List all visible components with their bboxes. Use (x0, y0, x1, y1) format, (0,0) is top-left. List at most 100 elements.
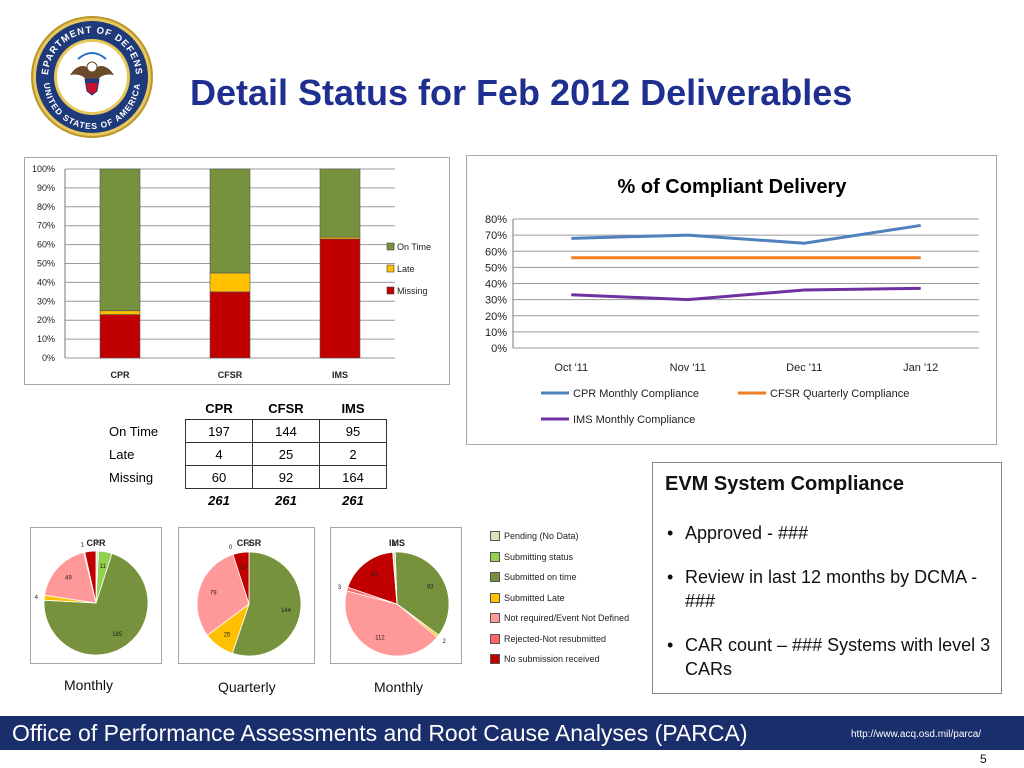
pie-slice (344, 590, 438, 657)
legend-swatch (490, 572, 500, 583)
y-tick-label: 10% (485, 327, 507, 339)
footer-url-link[interactable]: http://www.acq.osd.mil/parca/ (851, 729, 982, 740)
total-cpr: 261 (208, 492, 230, 508)
legend-label: Missing (397, 286, 428, 296)
y-tick-label: 40% (485, 279, 507, 291)
legend-item: Pending (No Data) (490, 526, 660, 547)
pie-slice (392, 551, 398, 605)
pie-data-label: 1 (81, 543, 85, 549)
pie-data-label: 185 (112, 632, 123, 638)
row-label-late: Late (109, 446, 135, 462)
y-tick-label: 60% (485, 246, 507, 258)
legend-item: No submission received (490, 649, 660, 670)
table-cell: 25 (252, 442, 320, 466)
y-tick-label: 40% (37, 277, 55, 287)
x-tick-label: CFSR (218, 370, 243, 380)
footer-org-name: Office of Performance Assessments and Ro… (12, 720, 748, 746)
legend-label: Submitted Late (504, 592, 565, 603)
pie-data-label: 79 (210, 591, 217, 597)
legend-item: Submitted on time (490, 567, 660, 588)
footer-bar: Office of Performance Assessments and Ro… (0, 716, 1024, 750)
legend-item: Submitted Late (490, 588, 660, 609)
table-row: On Time 197 144 95 (103, 419, 387, 443)
x-tick-label: Jan '12 (903, 362, 938, 374)
bar-segment (209, 272, 251, 293)
bar-segment (209, 168, 251, 274)
evm-title: EVM System Compliance (665, 473, 904, 495)
y-tick-label: 70% (37, 221, 55, 231)
pie-chart-cpr-panel: 2 11 185 4 49 1 CPR (30, 527, 162, 664)
y-tick-label: 50% (485, 262, 507, 274)
pie-data-label: 144 (281, 608, 292, 614)
table-cell: 60 (185, 465, 253, 489)
y-tick-label: 20% (37, 315, 55, 325)
pie-data-label: 0 (229, 545, 233, 551)
pie-data-label: 2 (96, 541, 100, 547)
x-tick-label: Dec '11 (786, 362, 822, 374)
table-cell: 197 (185, 419, 253, 443)
page-number: 5 (980, 752, 987, 766)
pie-data-label: 93 (427, 585, 434, 591)
legend-swatch (490, 551, 500, 562)
legend-label: Submitted on time (504, 572, 577, 583)
legend-label: Rejected-Not resubmitted (504, 633, 607, 644)
col-header-cpr: CPR (205, 400, 233, 416)
pie-title: CFSR (237, 538, 262, 548)
legend-swatch (386, 242, 395, 251)
legend-label: IMS Monthly Compliance (573, 414, 695, 426)
col-header-ims: IMS (341, 400, 365, 416)
table-cell: 164 (319, 465, 387, 489)
legend-item: Not required/Event Not Defined (490, 608, 660, 629)
legend-swatch (490, 654, 500, 665)
y-tick-label: 30% (37, 296, 55, 306)
dod-seal-logo: DEPARTMENT OF DEFENSE UNITED STATES OF A… (30, 15, 153, 138)
legend-swatch (490, 592, 500, 603)
pie-slice (347, 551, 398, 605)
y-tick-label: 70% (485, 230, 507, 242)
table-cell: 2 (319, 442, 387, 466)
y-tick-label: 0% (42, 353, 55, 363)
bar-segment (209, 291, 251, 359)
legend-item: Submitting status (490, 547, 660, 568)
table-row: Missing 60 92 164 (103, 465, 387, 489)
legend-swatch (490, 633, 500, 644)
pie-data-label: 25 (224, 632, 231, 638)
slide-title: Detail Status for Feb 2012 Deliverables (190, 72, 853, 113)
y-tick-label: 80% (485, 214, 507, 226)
bar-segment (99, 168, 141, 312)
table-total-row: 261 261 261 (103, 489, 387, 512)
total-cfsr: 261 (275, 492, 297, 508)
legend-label: CPR Monthly Compliance (573, 388, 699, 400)
evm-bullet: Approved - ### (665, 521, 995, 545)
x-tick-label: CPR (110, 370, 130, 380)
pie-slice (84, 550, 97, 604)
y-tick-label: 90% (37, 183, 55, 193)
line-series (571, 286, 921, 302)
pie-data-label: 48 (371, 572, 378, 578)
legend-label: On Time (397, 242, 431, 252)
evm-bullet: CAR count – ### Systems with level 3 CAR… (665, 633, 995, 681)
y-tick-label: 50% (37, 259, 55, 269)
bar-segment (319, 168, 361, 238)
pie-caption-ims: Monthly (374, 679, 424, 695)
table-cell: 92 (252, 465, 320, 489)
pie-slice (196, 554, 250, 636)
legend-swatch (490, 531, 500, 542)
legend-swatch (490, 613, 500, 624)
table-row: Late 4 25 2 (103, 442, 387, 466)
y-tick-label: 0% (491, 343, 507, 355)
pie-slice (44, 552, 97, 604)
pie-data-label: 11 (100, 564, 107, 570)
row-label-on-time: On Time (109, 423, 159, 439)
pie-data-label: 2 (443, 639, 447, 645)
legend-label: Pending (No Data) (504, 531, 579, 542)
pie-legend: Pending (No Data) Submitting status Submit… (490, 526, 660, 670)
x-tick-label: IMS (332, 370, 348, 380)
legend-label: No submission received (504, 654, 600, 665)
pie-data-label: 0 (247, 542, 251, 548)
pie-title: CPR (86, 538, 106, 548)
pie-data-label: 0 (393, 542, 397, 548)
stacked-bar-chart: 0% 10% 20% 30% 40% 50% 60% 70% 80% 90% 100% CPR CFSR… (32, 164, 431, 380)
